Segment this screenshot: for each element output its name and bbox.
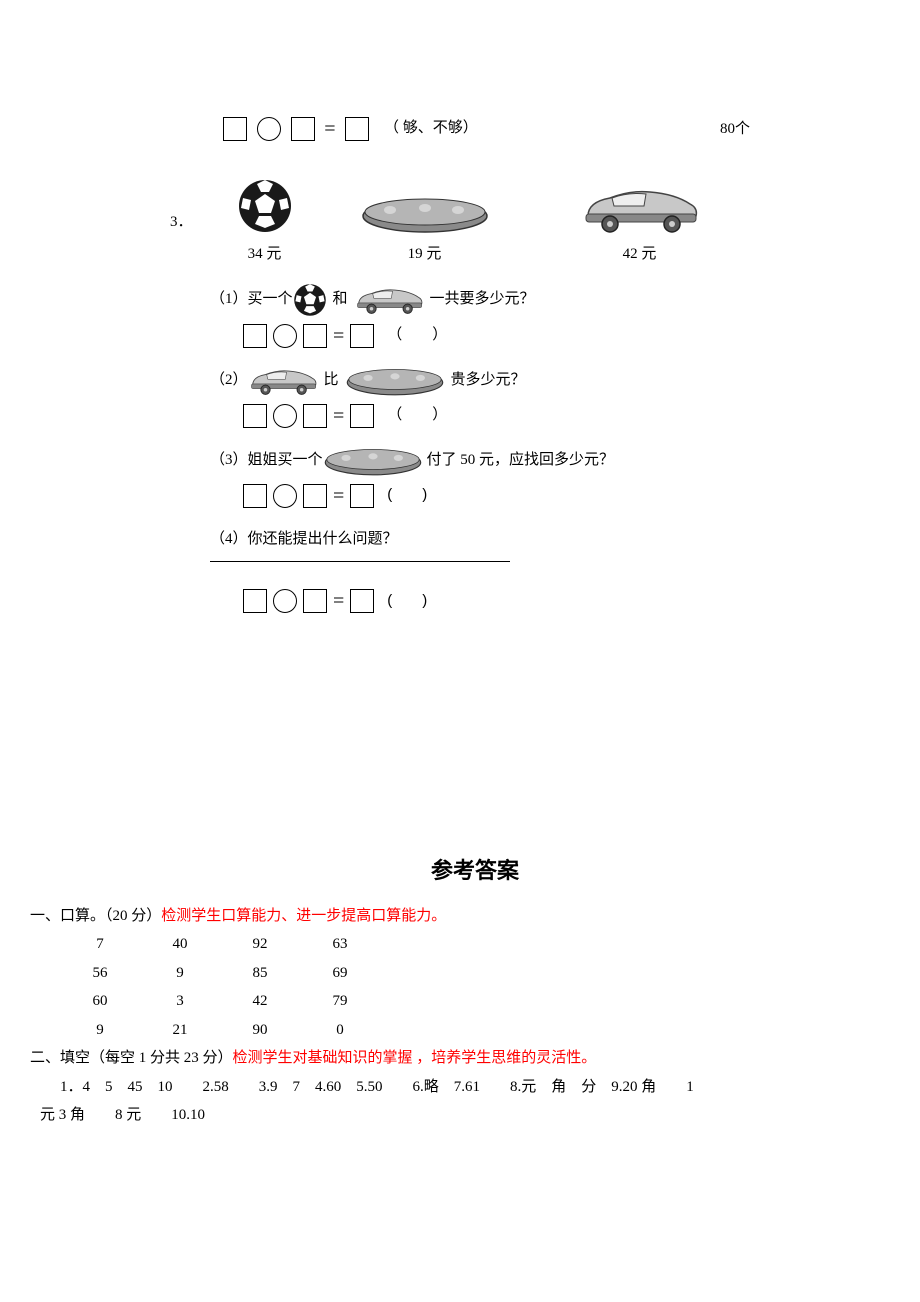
s1-cell: 63 xyxy=(300,930,380,959)
q3-p4-suffix: ( ) xyxy=(387,587,427,616)
s2-line2: 元 3 角 8 元 10.10 xyxy=(30,1101,780,1130)
q3-part2: （2） 比 贵多少元？ xyxy=(170,365,780,397)
q3-p1-post: 一共要多少元？ xyxy=(430,285,535,314)
blank-box xyxy=(345,117,369,141)
item-pencilcase-col: 19 元 xyxy=(325,194,525,269)
blank-box xyxy=(243,589,267,613)
s1-cell: 3 xyxy=(140,987,220,1016)
q3-p4-equation: = ( ) xyxy=(170,582,780,620)
q3-p2-pre: （2） xyxy=(210,366,248,395)
blank-circle xyxy=(257,117,281,141)
pencilcase-icon xyxy=(360,194,490,234)
enough-label: （ 够、不够） xyxy=(384,120,478,136)
blank-box xyxy=(243,484,267,508)
blank-box xyxy=(303,589,327,613)
q3-items-row: 3． 34 元 19 元 4 xyxy=(170,178,780,269)
blank-box xyxy=(350,589,374,613)
blank-circle xyxy=(273,589,297,613)
s2-note: 检测学生对基础知识的掌握 ，培养学生思维的灵活性。 xyxy=(233,1050,597,1066)
s1-cell: 90 xyxy=(220,1016,300,1045)
pencilcase-price: 19 元 xyxy=(408,240,442,269)
car-icon xyxy=(248,365,318,397)
s1-cell: 9 xyxy=(60,1016,140,1045)
item-ball-col: 34 元 xyxy=(205,178,325,269)
q3-part3: （3）姐姐买一个 付了 50 元，应找回多少元？ xyxy=(170,445,780,477)
s1-row: 56 9 85 69 xyxy=(60,959,780,988)
q3-p3-equation: = ( ) xyxy=(170,477,780,515)
q3-p1-suffix: （ ） xyxy=(387,321,447,350)
q3-p2-post: 贵多少元？ xyxy=(451,366,526,395)
pencilcase-icon xyxy=(345,365,445,397)
q3-p2-suffix: （ ） xyxy=(387,401,447,430)
answer-key-title: 参考答案 xyxy=(170,850,780,892)
equals-sign: = xyxy=(333,317,344,355)
equals-sign: = xyxy=(333,477,344,515)
blank-box xyxy=(303,484,327,508)
blank-box xyxy=(223,117,247,141)
q3-part1: （1）买一个 和 一共要多少元？ xyxy=(170,283,780,317)
answer-blank-line xyxy=(210,561,510,562)
car-price: 42 元 xyxy=(623,240,657,269)
s1-cell: 7 xyxy=(60,930,140,959)
blank-box xyxy=(303,324,327,348)
blank-circle xyxy=(273,324,297,348)
blank-box xyxy=(350,404,374,428)
q3-part4: （4）你还能提出什么问题？ xyxy=(170,525,780,554)
blank-box xyxy=(243,404,267,428)
s1-cell: 69 xyxy=(300,959,380,988)
s2-label: 二、填空（每空 1 分共 23 分） xyxy=(30,1050,233,1066)
s1-cell: 0 xyxy=(300,1016,380,1045)
s1-cell: 56 xyxy=(60,959,140,988)
pencilcase-icon xyxy=(323,445,423,477)
answers-section2: 二、填空（每空 1 分共 23 分）检测学生对基础知识的掌握 ，培养学生思维的灵… xyxy=(30,1044,780,1130)
item-car-col: 42 元 xyxy=(555,184,725,269)
q3-number: 3． xyxy=(170,208,193,237)
blank-box xyxy=(303,404,327,428)
soccer-ball-icon xyxy=(293,283,327,317)
s1-cell: 21 xyxy=(140,1016,220,1045)
s1-cell: 79 xyxy=(300,987,380,1016)
blank-box xyxy=(350,484,374,508)
s1-cell: 92 xyxy=(220,930,300,959)
car-icon xyxy=(354,284,424,316)
blank-box xyxy=(243,324,267,348)
s1-row: 60 3 42 79 xyxy=(60,987,780,1016)
q3-p3-post: 付了 50 元，应找回多少元？ xyxy=(427,446,615,475)
blank-circle xyxy=(273,484,297,508)
s1-cell: 85 xyxy=(220,959,300,988)
s1-label: 一、口算。（20 分） xyxy=(30,908,161,924)
q3-p3-suffix: ( ) xyxy=(387,481,427,510)
s1-cell: 42 xyxy=(220,987,300,1016)
equals-sign: = xyxy=(324,110,335,148)
s1-cell: 60 xyxy=(60,987,140,1016)
q3-p1-mid: 和 xyxy=(333,285,348,314)
blank-box xyxy=(291,117,315,141)
equals-sign: = xyxy=(333,397,344,435)
car-icon xyxy=(580,184,700,234)
s1-note: 检测学生口算能力、进一步提高口算能力。 xyxy=(161,908,446,924)
q3-p4-text: （4）你还能提出什么问题？ xyxy=(210,531,398,547)
top-equation-row: = （ 够、不够） 80个 xyxy=(170,110,780,148)
q3-p1-equation: = （ ） xyxy=(170,317,780,355)
s1-row: 7 40 92 63 xyxy=(60,930,780,959)
equation-template: = （ 够、不够） xyxy=(220,110,478,148)
q3-p2-mid: 比 xyxy=(324,366,339,395)
s1-cell: 40 xyxy=(140,930,220,959)
s1-table: 7 40 92 63 56 9 85 69 60 3 42 79 9 21 90… xyxy=(30,930,780,1044)
q3-p3-pre: （3）姐姐买一个 xyxy=(210,446,323,475)
s2-line1: 1．4 5 45 10 2.58 3.9 7 4.60 5.50 6.略 7.6… xyxy=(30,1073,780,1102)
q3-p2-equation: = （ ） xyxy=(170,397,780,435)
soccer-ball-icon xyxy=(237,178,293,234)
s1-cell: 9 xyxy=(140,959,220,988)
equals-sign: = xyxy=(333,582,344,620)
s1-row: 9 21 90 0 xyxy=(60,1016,780,1045)
q3-p1-pre: （1）买一个 xyxy=(210,285,293,314)
blank-circle xyxy=(273,404,297,428)
right-count-label: 80个 xyxy=(720,115,750,144)
blank-box xyxy=(350,324,374,348)
answers-section1: 一、口算。（20 分）检测学生口算能力、进一步提高口算能力。 7 40 92 6… xyxy=(30,902,780,1045)
ball-price: 34 元 xyxy=(248,240,282,269)
